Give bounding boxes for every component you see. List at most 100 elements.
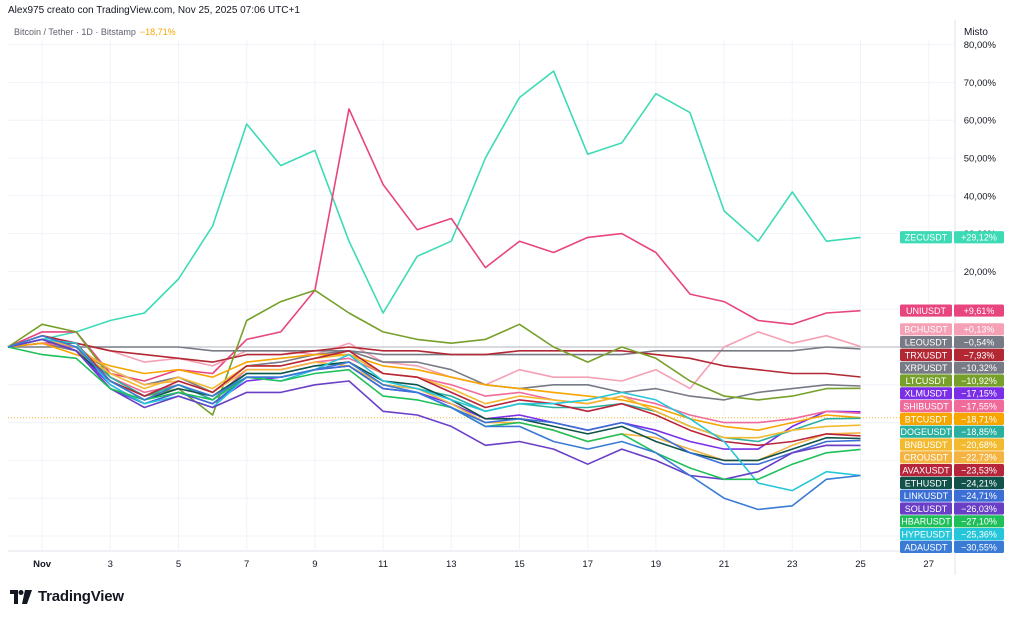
series-line-bchusdt: [7, 331, 861, 390]
series-value-tag: [954, 361, 1004, 374]
x-tick-label: 25: [855, 559, 866, 570]
series-name-label: SOLUSDT: [905, 504, 948, 514]
series-value-tag: [954, 304, 1004, 317]
series-name-tag: [900, 304, 952, 317]
series-line-hypeusdt: [7, 338, 861, 492]
series-value-label: −23,53%: [961, 466, 997, 476]
series-name-label: HBARUSDT: [901, 517, 951, 527]
series-name-label: XRPUSDT: [904, 363, 948, 373]
y-tick-label: 70,00%: [964, 78, 997, 89]
series-value-tag: [954, 336, 1004, 349]
series-line-uniusdt: [7, 108, 861, 382]
x-tick-label: 21: [719, 559, 730, 570]
series-value-tag: [954, 502, 1004, 515]
y-tick-label: 40,00%: [964, 191, 997, 202]
x-tick-label: 9: [312, 559, 317, 570]
series-name-tag: [900, 361, 952, 374]
series-line-bnbusdt: [7, 338, 861, 439]
series-name-tag: [900, 336, 952, 349]
series-value-tag: [954, 515, 1004, 528]
series-value-tag: [954, 387, 1004, 400]
series-value-tag: [954, 438, 1004, 451]
tradingview-logo-icon: [10, 589, 32, 604]
series-value-tag: [954, 374, 1004, 387]
series-name-tag: [900, 464, 952, 477]
series-value-label: −24,21%: [961, 478, 997, 488]
series-name-label: XLMUSDT: [904, 389, 948, 399]
series-name-tag: [900, 412, 952, 425]
series-name-tag: [900, 515, 952, 528]
series-line-linkusdt: [7, 338, 861, 466]
series-value-label: −17,55%: [961, 402, 997, 412]
x-tick-label: 27: [923, 559, 934, 570]
x-tick-label: 19: [651, 559, 662, 570]
series-value-label: −24,71%: [961, 491, 997, 501]
series-line-solusdt: [7, 338, 861, 481]
x-tick-label: Nov: [33, 559, 52, 570]
series-value-label: −20,68%: [961, 440, 997, 450]
tradingview-logo[interactable]: TradingView: [10, 588, 124, 605]
logo-text: TradingView: [38, 588, 124, 605]
series-value-tag: [954, 451, 1004, 464]
x-tick-label: 5: [176, 559, 181, 570]
series-value-label: −7,93%: [964, 350, 995, 360]
series-value-label: −10,32%: [961, 363, 997, 373]
series-name-tag: [900, 540, 952, 553]
series-name-label: CROUSDT: [904, 453, 949, 463]
series-name-label: ETHUSDT: [905, 478, 948, 488]
series-line-adausdt: [7, 334, 861, 511]
series-name-label: BNBUSDT: [904, 440, 948, 450]
series-value-label: −22,73%: [961, 453, 997, 463]
series-name-label: HYPEUSDT: [901, 530, 951, 540]
series-value-tag: [954, 489, 1004, 502]
series-name-tag: [900, 231, 952, 244]
symbol-title: Bitcoin / Tether · 1D · Bitstamp: [14, 27, 136, 37]
series-value-label: −27,10%: [961, 517, 997, 527]
x-tick-label: 13: [446, 559, 457, 570]
y-tick-label: 60,00%: [964, 116, 997, 127]
series-line-btcusdt: [7, 342, 861, 432]
series-name-tag: [900, 502, 952, 515]
symbol-legend[interactable]: Bitcoin / Tether · 1D · Bitstamp −18,71%: [14, 27, 176, 37]
x-tick-label: 15: [514, 559, 525, 570]
series-name-label: BTCUSDT: [905, 414, 948, 424]
series-name-label: SHIBUSDT: [903, 402, 949, 412]
symbol-change: −18,71%: [139, 27, 176, 37]
series-name-tag: [900, 489, 952, 502]
series-name-label: ADAUSDT: [904, 542, 948, 552]
series-value-tag: [954, 464, 1004, 477]
series-name-tag: [900, 438, 952, 451]
series-name-label: LINKUSDT: [904, 491, 949, 501]
series-name-label: TRXUSDT: [905, 350, 948, 360]
series-name-tag: [900, 374, 952, 387]
series-value-label: +9,61%: [964, 306, 995, 316]
series-value-label: −26,03%: [961, 504, 997, 514]
x-tick-label: 11: [378, 559, 388, 570]
series-line-trxusdt: [7, 342, 861, 378]
series-value-label: −30,55%: [961, 542, 997, 552]
series-value-label: −18,85%: [961, 427, 997, 437]
series-name-tag: [900, 323, 952, 336]
series-value-tag: [954, 348, 1004, 361]
series-name-tag: [900, 348, 952, 361]
series-value-tag: [954, 231, 1004, 244]
series-value-label: −25,36%: [961, 530, 997, 540]
scale-mode-label[interactable]: Misto: [964, 27, 988, 38]
series-value-tag: [954, 425, 1004, 438]
series-line-leousdt: [8, 346, 861, 356]
series-value-tag: [954, 323, 1004, 336]
series-value-tag: [954, 476, 1004, 489]
series-line-zecusdt: [7, 70, 861, 348]
series-name-tag: [900, 476, 952, 489]
series-value-tag: [954, 528, 1004, 541]
series-name-tag: [900, 387, 952, 400]
series-name-tag: [900, 451, 952, 464]
series-value-tag: [954, 540, 1004, 553]
series-value-label: −18,71%: [961, 414, 997, 424]
series-value-label: −10,92%: [961, 376, 997, 386]
series-value-label: −17,15%: [961, 389, 997, 399]
x-tick-label: 7: [244, 559, 249, 570]
x-tick-label: 3: [108, 559, 113, 570]
y-tick-label: 20,00%: [964, 267, 997, 278]
